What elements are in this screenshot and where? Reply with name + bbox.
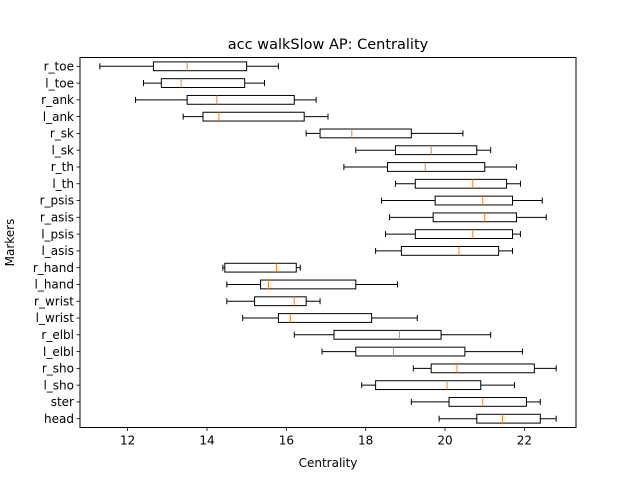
box-iqr — [394, 145, 478, 156]
plot-marks — [99, 61, 557, 424]
box-l_elbl — [321, 346, 523, 357]
box-iqr — [254, 296, 307, 307]
y-axis-title: Markers — [3, 219, 17, 267]
y-tick-label: l_elbl — [43, 345, 74, 359]
box-iqr — [333, 329, 442, 340]
box-r_ank — [135, 94, 317, 105]
box-iqr — [414, 178, 508, 189]
y-tick-label: r_toe — [44, 60, 74, 74]
y-tick-label: l_ank — [43, 110, 74, 124]
box-l_sk — [355, 145, 492, 156]
box-r_elbl — [293, 329, 492, 340]
box-l_toe — [142, 78, 266, 88]
box-iqr — [448, 397, 527, 407]
y-tick-label: l_psis — [41, 227, 74, 241]
box-iqr — [202, 111, 305, 122]
box-iqr — [476, 413, 541, 424]
box-r_toe — [99, 61, 279, 72]
y-tick-label: r_elbl — [41, 328, 74, 342]
box-iqr — [224, 262, 297, 273]
box-iqr — [414, 229, 514, 240]
box-r_wrist — [226, 296, 321, 307]
x-tick-label: 12 — [120, 434, 135, 448]
box-l_asis — [375, 245, 514, 256]
x-tick-label: 16 — [279, 434, 294, 448]
box-r_th — [343, 162, 517, 172]
x-tick-label: 18 — [358, 434, 373, 448]
box-l_psis — [385, 229, 521, 240]
box-head — [438, 413, 557, 424]
box-r_asis — [389, 212, 547, 223]
plot-area-frame — [79, 57, 577, 428]
y-tick-label: r_sho — [42, 362, 74, 376]
box-r_sk — [305, 128, 464, 139]
box-l_wrist — [242, 313, 418, 323]
box-iqr — [355, 346, 466, 357]
y-tick-label: r_ank — [41, 93, 74, 107]
box-iqr — [160, 78, 246, 88]
x-tick-label: 14 — [199, 434, 214, 448]
y-tick-label: l_asis — [41, 244, 74, 258]
box-iqr — [260, 279, 357, 290]
box-ster — [410, 397, 541, 407]
y-tick-label: l_wrist — [36, 311, 75, 325]
y-tick-label: r_sk — [50, 127, 74, 141]
box-l_ank — [182, 111, 329, 122]
chart-title: acc walkSlow AP: Centrality — [228, 37, 429, 53]
y-tick-label: head — [44, 412, 74, 426]
box-iqr — [400, 245, 500, 256]
y-tick-label: r_hand — [33, 261, 74, 275]
box-iqr — [152, 61, 248, 72]
box-l_hand — [226, 279, 398, 290]
box-iqr — [319, 128, 412, 139]
box-r_hand — [222, 262, 301, 273]
x-axis-title: Centrality — [299, 456, 358, 470]
box-l_th — [394, 178, 521, 189]
box-r_sho — [412, 363, 557, 374]
y-tick-label: r_psis — [40, 194, 74, 208]
y-tick-label: ster — [51, 395, 74, 409]
x-axis-ticks: 12 14 16 18 20 22 — [120, 427, 532, 448]
y-tick-label: l_sho — [43, 378, 74, 392]
y-tick-label: l_th — [52, 177, 74, 191]
y-tick-label: l_toe — [45, 76, 74, 90]
box-iqr — [430, 363, 535, 374]
box-l_sho — [361, 380, 515, 391]
x-tick-label: 20 — [437, 434, 452, 448]
box-iqr — [387, 162, 486, 172]
box-iqr — [186, 94, 295, 105]
box-r_psis — [381, 195, 543, 206]
y-tick-label: l_sk — [51, 143, 74, 157]
y-tick-label: r_asis — [40, 211, 74, 225]
box-iqr — [434, 195, 514, 206]
y-tick-label: l_hand — [34, 278, 74, 292]
y-axis-ticks: r_toe l_toe r_ank l_ank r_sk l_sk r_th l_th r_ps… — [33, 60, 80, 426]
x-tick-label: 22 — [517, 434, 532, 448]
box-iqr — [375, 380, 482, 391]
box-iqr — [432, 212, 517, 223]
box-iqr — [277, 313, 373, 323]
y-tick-label: r_wrist — [34, 294, 74, 308]
y-tick-label: r_th — [51, 160, 74, 174]
